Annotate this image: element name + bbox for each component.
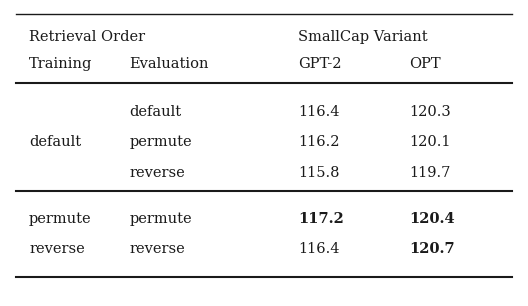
Text: 120.1: 120.1: [409, 135, 451, 149]
Text: Evaluation: Evaluation: [129, 57, 209, 71]
Text: reverse: reverse: [129, 166, 185, 180]
Text: 120.4: 120.4: [409, 212, 455, 226]
Text: 116.4: 116.4: [298, 105, 340, 119]
Text: 116.4: 116.4: [298, 242, 340, 256]
Text: permute: permute: [129, 135, 192, 149]
Text: permute: permute: [129, 212, 192, 226]
Text: Retrieval Order: Retrieval Order: [29, 30, 145, 44]
Text: default: default: [129, 105, 182, 119]
Text: SmallCap Variant: SmallCap Variant: [298, 30, 428, 44]
Text: default: default: [29, 135, 81, 149]
Text: GPT-2: GPT-2: [298, 57, 342, 71]
Text: 119.7: 119.7: [409, 166, 450, 180]
Text: 120.3: 120.3: [409, 105, 451, 119]
Text: 116.2: 116.2: [298, 135, 340, 149]
Text: permute: permute: [29, 212, 92, 226]
Text: 115.8: 115.8: [298, 166, 340, 180]
Text: reverse: reverse: [29, 242, 85, 256]
Text: OPT: OPT: [409, 57, 441, 71]
Text: 120.7: 120.7: [409, 242, 455, 256]
Text: Training: Training: [29, 57, 92, 71]
Text: reverse: reverse: [129, 242, 185, 256]
Text: 117.2: 117.2: [298, 212, 344, 226]
